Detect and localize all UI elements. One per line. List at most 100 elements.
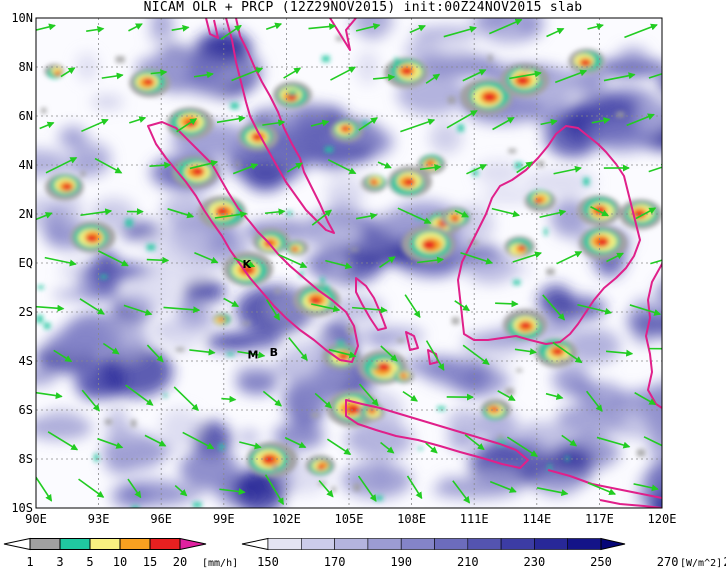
- lon-tick-label: 99E: [213, 512, 235, 526]
- precip-cell: [482, 92, 497, 102]
- precip-cell: [236, 160, 240, 168]
- wind-arrow: [262, 119, 286, 127]
- wind-arrow: [425, 340, 445, 371]
- lon-tick-label: 93E: [88, 512, 110, 526]
- wind-arrow: [419, 164, 442, 171]
- precip-cell: [262, 454, 276, 464]
- wind-arrow: [327, 158, 357, 175]
- olr-colorbar-swatch: [334, 538, 369, 550]
- precip-cell: [100, 274, 108, 279]
- wind-arrow: [462, 69, 487, 82]
- olr-cell: [514, 421, 569, 455]
- wind-arrow: [53, 349, 73, 363]
- precip-cell: [175, 347, 185, 352]
- wind-arrow: [561, 434, 578, 447]
- wind-arrow: [425, 442, 438, 454]
- wind-arrow: [193, 71, 214, 79]
- wind-arrow: [629, 304, 662, 316]
- wind-arrow: [404, 294, 421, 319]
- olr-cell: [644, 484, 662, 501]
- wind-arrow: [402, 390, 418, 402]
- precip-cell: [43, 322, 51, 329]
- olr-cell: [618, 47, 648, 61]
- precip-cell: [105, 419, 113, 425]
- olr-cell: [524, 169, 597, 197]
- precip-cell: [347, 404, 361, 415]
- precip-cell: [546, 268, 555, 275]
- wind-arrow: [318, 479, 334, 498]
- wind-arrow: [264, 208, 286, 216]
- place-label-B: B: [270, 346, 278, 359]
- wind-arrow: [497, 390, 516, 402]
- precip-cell: [299, 271, 304, 277]
- precip-cell: [130, 419, 137, 427]
- wind-vectors: [36, 18, 662, 506]
- olr-cell: [58, 126, 88, 149]
- wind-arrow: [372, 73, 396, 81]
- olr-cell: [46, 329, 118, 357]
- precip-cell: [275, 288, 281, 294]
- olr-cell: [345, 420, 413, 459]
- precip-cell: [288, 90, 297, 96]
- olr-colorbar-label: 250: [590, 555, 612, 569]
- wind-arrow: [123, 304, 153, 316]
- olr-cell: [460, 259, 532, 279]
- olr-colorbar-label: 170: [324, 555, 346, 569]
- wind-arrow: [173, 386, 199, 412]
- precip-cell: [310, 412, 320, 418]
- wind-arrow: [587, 482, 617, 496]
- olr-cell: [270, 104, 291, 123]
- olr-cell: [76, 373, 108, 400]
- wind-arrow: [624, 23, 658, 39]
- olr-colorbar-swatch: [400, 538, 435, 550]
- wind-arrow: [514, 348, 537, 355]
- wind-arrow: [79, 298, 105, 315]
- olr-colorbar-swatch: [534, 538, 569, 550]
- place-labels: K M B: [242, 258, 278, 362]
- wind-arrow: [81, 118, 109, 133]
- olr-cell: [404, 38, 444, 64]
- olr-cell: [91, 95, 124, 109]
- wind-arrow: [221, 395, 237, 403]
- wind-arrow: [417, 256, 445, 264]
- wind-arrow: [355, 23, 381, 32]
- precip-colorbar-swatch: [29, 538, 61, 550]
- wind-arrow: [454, 209, 469, 218]
- axis-tick-labels: 90E 93E 96E 99E 102E 105E 108E 111E 114E 117E 120E…: [11, 11, 676, 526]
- wind-arrow: [462, 344, 490, 365]
- lon-tick-label: 120E: [648, 512, 677, 526]
- wind-arrow: [47, 431, 79, 451]
- coastline-borneo: [457, 125, 641, 345]
- precip-cell: [472, 169, 479, 176]
- lat-tick-label: 6S: [19, 403, 33, 417]
- wind-arrow: [232, 163, 259, 175]
- wind-arrow: [556, 251, 583, 265]
- wind-arrow: [39, 121, 55, 130]
- olr-cell: [439, 476, 462, 493]
- wind-arrow: [44, 256, 77, 267]
- precip-cell: [185, 119, 198, 128]
- precip-cell: [469, 239, 478, 246]
- olr-cell: [36, 149, 70, 178]
- wind-arrow: [539, 209, 567, 219]
- wind-arrow: [542, 294, 566, 321]
- olr-cell: [179, 448, 240, 491]
- wind-arrow: [219, 488, 246, 496]
- wind-arrow: [648, 72, 662, 79]
- olr-cell: [446, 408, 484, 440]
- olr-cell: [105, 262, 159, 279]
- precip-cell: [580, 59, 590, 66]
- wind-arrow: [239, 441, 262, 450]
- wind-arrow: [545, 392, 564, 400]
- precip-colorbar-label: 10: [113, 555, 127, 569]
- precip-cell: [505, 388, 515, 396]
- olr-cell: [41, 408, 83, 432]
- precip-cell: [80, 171, 86, 177]
- lon-tick-label: 111E: [460, 512, 489, 526]
- precip-cell: [338, 354, 348, 361]
- lon-tick-label: 108E: [397, 512, 426, 526]
- olr-cell: [59, 191, 83, 230]
- precip-cell: [331, 486, 336, 493]
- wind-arrow: [626, 113, 655, 127]
- wind-arrow: [128, 23, 143, 32]
